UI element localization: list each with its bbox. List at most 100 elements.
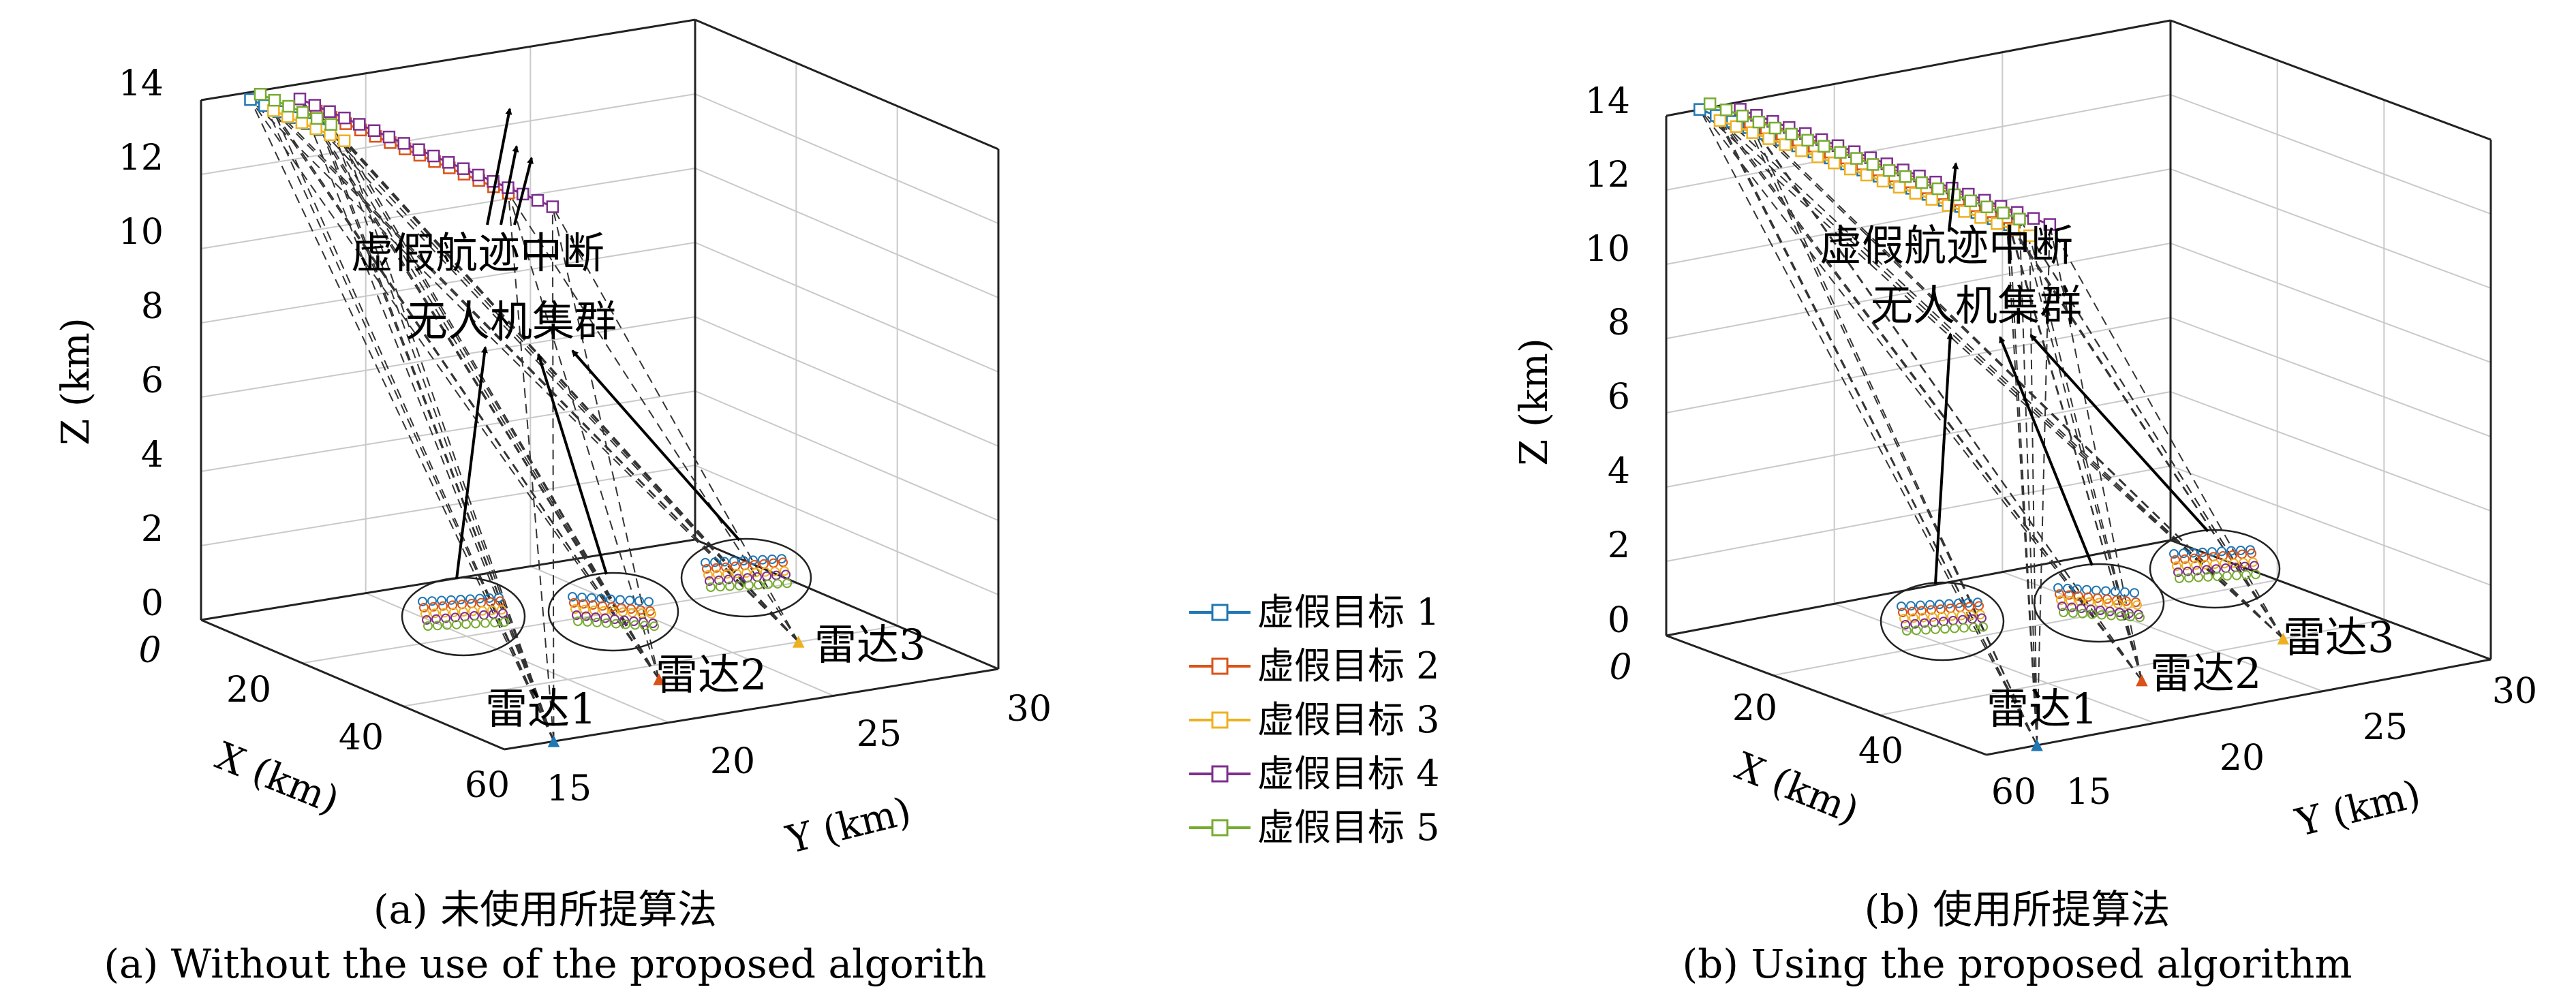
swarm-marker [2068,608,2078,618]
target-marker [324,118,338,131]
sight-line [299,98,555,742]
swarm-marker [744,580,754,591]
grid-line [302,582,797,664]
swarm-marker [724,574,733,584]
target-marker [1779,138,1792,151]
target-marker [457,162,470,175]
swarm-marker [2086,604,2096,614]
swarm-marker [592,617,602,627]
swarm-marker [2222,571,2232,581]
swarm-marker [1978,622,1988,632]
swarm-marker [420,609,430,619]
sight-line [320,129,660,680]
legend-entry: 虚假目标 3 [1189,698,1440,741]
swarm-marker [2194,572,2203,582]
swarm-marker [1931,624,1940,634]
grid-line [1666,94,2171,191]
grid-line [2170,168,2491,289]
swarm-marker [716,582,725,592]
target-marker [1730,120,1743,134]
swarm-marker [2135,612,2145,623]
swarm-marker [2064,590,2074,600]
target-marker [293,92,307,106]
legend-label: 虚假目标 1 [1257,591,1440,634]
target-marker [323,105,336,119]
z-tick: 6 [1608,377,1630,418]
swarm-marker [2130,588,2139,598]
swarm-marker [703,570,713,580]
swarm-marker [1912,625,1921,636]
swarm-marker [579,599,588,609]
swarm-marker [701,558,710,567]
swarm-marker [1937,612,1947,622]
swarm-marker [2171,555,2180,565]
legend-entry: 虚假目标 4 [1189,752,1440,795]
grid-line [1666,317,2171,414]
swarm-circle [2033,563,2165,643]
panel-b-radar-label: 雷达1 [1987,684,2098,734]
legend-marker [1211,765,1229,783]
target-marker [1736,109,1749,123]
sight-line [2006,217,2038,746]
swarm-marker [610,614,619,624]
swarm-marker [446,595,456,605]
target-marker [268,93,281,107]
swarm-marker [2184,573,2194,583]
sight-line [551,206,660,680]
swarm-marker [2191,560,2201,570]
grid-line [2170,465,2491,586]
swarm-marker [2063,583,2072,593]
swarm-marker [625,595,634,606]
panel-b-radar-label: 雷达2 [2150,649,2261,698]
swarm-marker [2199,552,2209,563]
swarm-marker [725,581,735,591]
target-marker [308,99,322,112]
swarm-marker [2207,547,2217,557]
swarm-circle [401,576,526,657]
grid-line [694,168,999,298]
swarm-arrow [571,349,741,542]
target-marker [1899,170,1912,183]
swarm-marker [644,597,654,607]
radar-marker [547,735,560,747]
target-marker [1843,162,1857,176]
swarm-marker [1929,617,1939,627]
target-marker [546,200,559,213]
swarm-marker [1906,601,1916,611]
swarm-marker [2201,559,2210,570]
radar-marker [792,636,805,648]
swarm-marker [2179,548,2188,559]
swarm-marker [1921,625,1931,635]
swarm-marker [713,570,722,580]
panel-a-x-label: X (km) [209,734,345,823]
swarm-marker [591,612,600,622]
swarm-marker [1959,623,1969,633]
swarm-circle [680,537,812,618]
swarm-marker [2183,566,2192,576]
y-tick: 20 [710,741,755,782]
swarm-marker [1977,613,1987,623]
target-marker [2043,218,2057,231]
target-marker [2027,212,2040,225]
swarm-marker [2173,567,2183,577]
swarm-marker [2229,558,2239,568]
break-arrow [1948,162,1959,232]
grid-line [1666,391,2171,488]
grid-line [694,465,999,595]
panel-a-caption-en: (a) Without the use of the proposed algo… [104,941,986,987]
swarm-marker [1897,602,1906,611]
swarm-circle [1880,581,2005,661]
sight-line [343,140,660,680]
panel-a-x-ticks: 0 20 40 60 [138,630,510,806]
target-marker [1892,181,1906,194]
panel-b-y-label: Y (km) [2291,772,2425,845]
sight-line [1709,103,2038,746]
panel-b-radar-label: 雷达3 [2283,612,2394,662]
swarm-marker [1902,626,1912,636]
legend-entry: 虚假目标 2 [1189,644,1440,687]
axis-line [504,668,999,751]
panel-b-annotation-track-break: 虚假航迹中断 [1820,221,2073,270]
swarm-marker [2217,546,2226,557]
swarm-marker [570,604,580,614]
swarm-marker [640,621,649,631]
